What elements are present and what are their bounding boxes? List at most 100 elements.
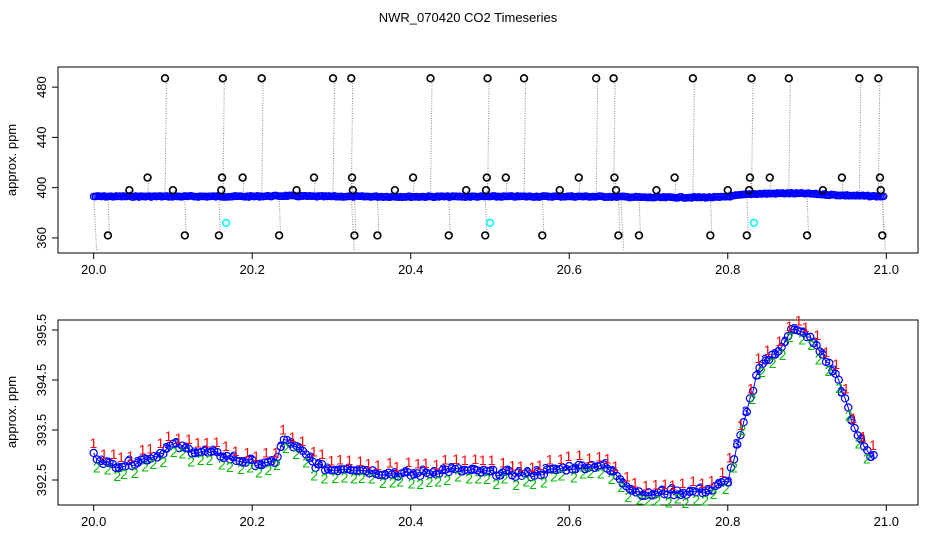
series-2-marker: 2 (570, 469, 578, 485)
series-3-marker: 3 (287, 435, 295, 451)
series-point (869, 450, 878, 460)
series-point (260, 458, 270, 467)
series-1-marker: 1 (679, 475, 687, 491)
series-3-marker: 3 (439, 461, 447, 477)
spike-point (765, 173, 774, 182)
series-1-marker: 1 (669, 477, 677, 493)
series-1-marker: 1 (327, 452, 335, 468)
flagged-point (485, 218, 495, 228)
spike-trace (595, 78, 599, 197)
spike-point (274, 231, 284, 240)
bottom-xtick-label: 20.0 (81, 514, 106, 529)
bottom-ytick-label: 392.5 (34, 464, 49, 497)
series-1-marker: 1 (252, 448, 260, 464)
series-3-marker: 3 (504, 462, 512, 478)
series-point (111, 463, 121, 473)
series-1-marker: 1 (747, 380, 755, 396)
series-1-marker: 1 (393, 459, 401, 475)
series-2-marker: 2 (617, 479, 625, 495)
bottom-panel-frame (57, 319, 919, 506)
series-2-marker: 2 (512, 477, 520, 493)
series-3-marker: 3 (97, 452, 105, 468)
top-ytick-label: 440 (34, 127, 49, 149)
series-2-marker: 2 (597, 465, 605, 481)
spike-trace (709, 197, 713, 236)
series-2-marker: 2 (350, 471, 358, 487)
series-point (685, 487, 694, 497)
series-2-marker: 2 (443, 472, 451, 488)
series-1-marker: 1 (289, 429, 297, 445)
series-point (374, 470, 384, 480)
series-point (748, 386, 758, 396)
series-2-marker: 2 (692, 492, 700, 508)
series-1-marker: 1 (243, 445, 251, 461)
flagged-point (221, 218, 231, 228)
series-2-marker: 2 (825, 363, 833, 379)
series-3-marker: 3 (639, 487, 647, 503)
series-1-marker: 1 (661, 476, 669, 492)
series-2-marker: 2 (522, 474, 530, 490)
series-3-marker: 3 (239, 454, 247, 470)
spike-trace (692, 78, 695, 198)
series-point (783, 332, 793, 341)
series-2-marker: 2 (113, 468, 121, 484)
series-1-marker: 1 (139, 442, 147, 458)
spike-trace (746, 194, 749, 236)
series-3-marker: 3 (618, 474, 626, 490)
series-point (118, 462, 127, 472)
series-point (844, 403, 853, 412)
series-3-marker: 3 (154, 448, 162, 464)
top-xtick-label: 20.4 (398, 262, 423, 277)
series-1-marker: 1 (708, 473, 716, 489)
series-point (723, 478, 732, 487)
series-3-marker: 3 (608, 462, 616, 478)
series-1-marker: 1 (488, 452, 496, 468)
series-1-marker: 1 (557, 451, 565, 467)
series-2-marker: 2 (226, 459, 234, 475)
series-2-marker: 2 (434, 474, 442, 490)
series-3-marker: 3 (497, 467, 505, 483)
series-2-marker: 2 (710, 486, 718, 502)
spike-point (350, 231, 359, 240)
series-3-marker: 3 (468, 461, 476, 477)
series-2-marker: 2 (758, 364, 766, 380)
series-1-marker: 1 (737, 417, 745, 433)
series-2-marker: 2 (608, 471, 616, 487)
top-panel-axes: 20.0 20.2 20.4 20.6 20.8 21.0 360 400 440 480 (34, 76, 899, 277)
series-point (339, 465, 349, 474)
series-2-marker: 2 (674, 491, 682, 507)
series-1-marker: 1 (832, 356, 840, 372)
series-2-marker: 2 (636, 491, 644, 507)
series-2-marker: 2 (218, 457, 226, 473)
series-1-marker: 1 (576, 447, 584, 463)
spike-point (745, 173, 755, 182)
spike-point (744, 185, 754, 195)
spike-trace (430, 78, 433, 197)
series-2-marker: 2 (769, 355, 777, 371)
series-2-marker: 2 (120, 466, 128, 482)
series-3-marker: 3 (858, 430, 866, 446)
series-2-marker: 2 (558, 468, 566, 484)
series-1-marker: 1 (755, 350, 763, 366)
bottom-ytick-label: 394.5 (34, 364, 49, 397)
series-3-marker: 3 (419, 462, 427, 478)
series-1-marker: 1 (310, 443, 318, 459)
series-1-marker: 1 (776, 333, 784, 349)
series-point (818, 350, 828, 359)
spike-trace (93, 196, 98, 252)
series-2-marker: 2 (310, 468, 318, 484)
series-point (752, 371, 761, 380)
series-3-marker: 3 (715, 475, 723, 491)
series-3-marker: 3 (430, 463, 438, 479)
series-1-marker: 1 (785, 318, 793, 334)
spike-point (574, 173, 583, 182)
spike-point (878, 231, 887, 240)
spike-point (874, 74, 883, 83)
series-2-marker: 2 (170, 444, 178, 460)
top-ytick-label: 360 (34, 227, 49, 249)
series-point (742, 407, 751, 417)
series-1-marker: 1 (471, 451, 479, 467)
series-point (729, 455, 739, 464)
series-1-marker: 1 (595, 448, 603, 464)
series-3-marker: 3 (754, 366, 762, 382)
